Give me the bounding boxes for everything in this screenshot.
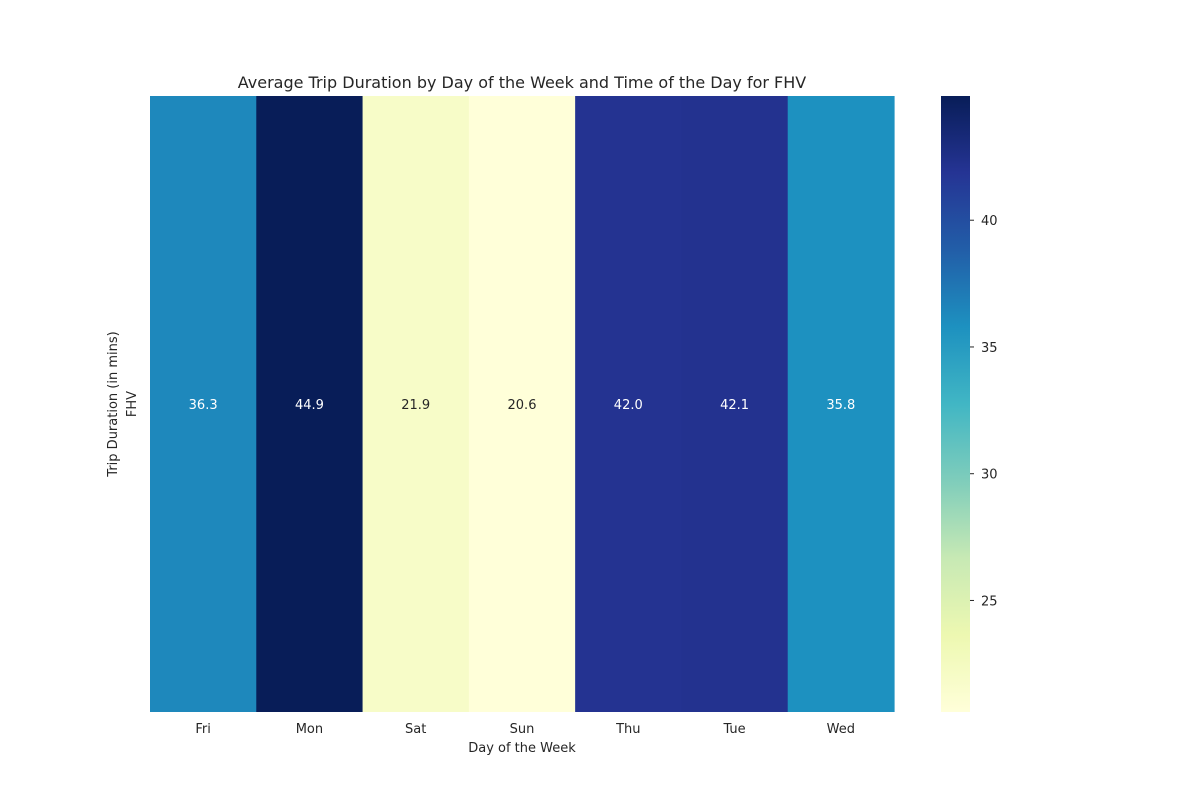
x-axis-label: Day of the Week — [468, 741, 576, 756]
colorbar-tick-label: 30 — [981, 468, 998, 483]
heatmap-cell-wed — [787, 96, 895, 712]
heatmap-cell-mon — [256, 96, 364, 712]
y-tick-label: FHV — [125, 391, 140, 417]
x-tick-label-sat: Sat — [405, 722, 426, 737]
x-tick-label-thu: Thu — [615, 722, 640, 737]
y-axis-label: Trip Duration (in mins) — [106, 331, 121, 477]
cell-value-label-fri: 36.3 — [189, 398, 218, 413]
colorbar — [941, 96, 970, 712]
colorbar-tick-label: 40 — [981, 214, 998, 229]
cell-value-label-thu: 42.0 — [614, 398, 643, 413]
chart-title: Average Trip Duration by Day of the Week… — [238, 73, 807, 92]
x-tick-label-sun: Sun — [510, 722, 535, 737]
colorbar-tick-label: 25 — [981, 594, 998, 609]
cell-value-label-wed: 35.8 — [826, 398, 855, 413]
x-tick-label-fri: Fri — [195, 722, 211, 737]
x-tick-label-tue: Tue — [722, 722, 745, 737]
cell-value-label-sat: 21.9 — [401, 398, 430, 413]
heatmap-cells — [150, 96, 895, 712]
heatmap-cell-sun — [468, 96, 576, 712]
cell-value-label-tue: 42.1 — [720, 398, 749, 413]
x-tick-label-wed: Wed — [827, 722, 855, 737]
cell-value-label-sun: 20.6 — [508, 398, 537, 413]
heatmap-cell-labels: 36.3 44.9 21.9 20.6 42.0 42.1 35.8 — [189, 398, 856, 413]
heatmap-cell-tue — [681, 96, 789, 712]
x-tick-label-mon: Mon — [296, 722, 323, 737]
colorbar-ticks: 25 30 35 40 — [970, 214, 998, 609]
cell-value-label-mon: 44.9 — [295, 398, 324, 413]
colorbar-tick-label: 35 — [981, 341, 998, 356]
heatmap-cell-fri — [150, 96, 257, 712]
heatmap-cell-sat — [362, 96, 470, 712]
heatmap-cell-thu — [575, 96, 683, 712]
x-axis-tick-labels: Fri Mon Sat Sun Thu Tue Wed — [195, 722, 855, 737]
